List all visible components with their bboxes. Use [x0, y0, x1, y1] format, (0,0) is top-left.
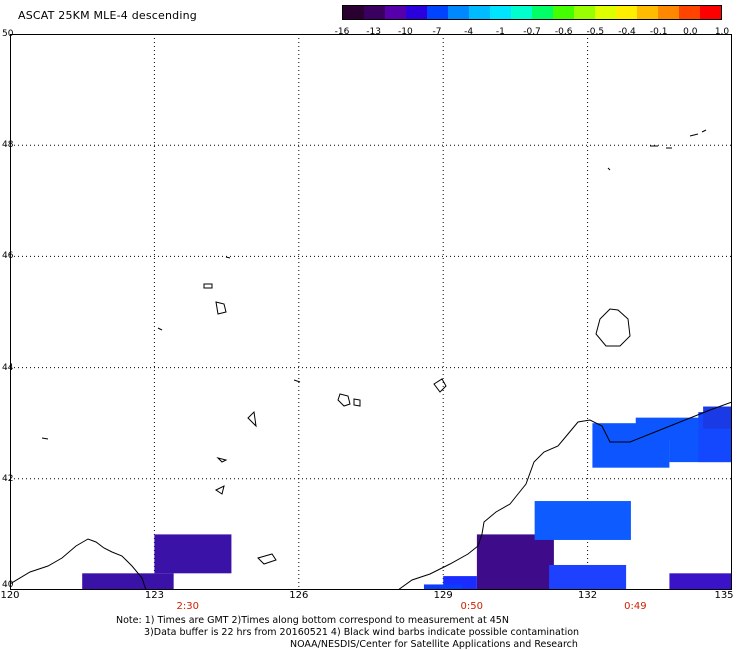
pass-time-label: 2:30	[176, 601, 199, 612]
colorbar-tick-label: -0.4	[618, 27, 636, 37]
colorbar-segment	[679, 6, 700, 19]
island-3	[353, 398, 361, 407]
colorbar	[342, 5, 722, 20]
latitude-label: 50	[2, 29, 14, 39]
map-frame	[10, 34, 732, 590]
coastline	[10, 129, 732, 590]
island-6	[203, 283, 213, 289]
colorbar-segment	[469, 6, 490, 19]
longitude-label: 135	[714, 590, 734, 601]
wind-cell	[423, 584, 463, 590]
island-16	[689, 133, 699, 137]
island-13	[41, 437, 49, 440]
island-5	[215, 301, 227, 315]
wind-data-cells	[82, 406, 732, 590]
island-9	[215, 485, 225, 495]
coastline-mainland	[10, 538, 147, 590]
colorbar-segment	[385, 6, 406, 19]
island-4	[433, 378, 447, 393]
colorbar-tick-label: -7	[432, 27, 442, 37]
colorbar-tick-label: -0.1	[649, 27, 668, 37]
wind-cell	[669, 573, 732, 590]
wind-cell	[154, 534, 232, 574]
colorbar-labels: -16 -13 -10 -7 -4 -1 -0.7 -0.6 -0.5 -0.4 -0.1 0.0 1.…	[330, 27, 730, 39]
pass-time-label: 0:49	[624, 601, 647, 612]
colorbar-segment	[427, 6, 448, 19]
colorbar-segment	[448, 6, 469, 19]
colorbar-segment	[574, 6, 595, 19]
colorbar-tick-label: 1.0	[714, 27, 730, 37]
colorbar-segment	[490, 6, 511, 19]
latitude-label: 42	[2, 473, 14, 484]
colorbar-segment	[616, 6, 637, 19]
colorbar-tick-label: 0.0	[683, 27, 698, 37]
footnote-line-3: NOAA/NESDIS/Center for Satellite Applica…	[290, 639, 578, 650]
longitude-label: 123	[144, 590, 164, 601]
map-canvas[interactable]	[10, 34, 732, 590]
wind-cell	[82, 573, 174, 590]
island-11	[293, 379, 301, 383]
longitude-label: 126	[289, 590, 309, 601]
island-17	[701, 129, 707, 133]
longitude-label: 132	[578, 590, 598, 601]
colorbar-segment	[343, 6, 364, 19]
colorbar-segment	[700, 6, 721, 19]
footnote-line-1: Note: 1) Times are GMT 2)Times along bot…	[116, 615, 509, 626]
longitude-label: 129	[433, 590, 453, 601]
colorbar-tick-label: -13	[366, 27, 382, 37]
wind-cell	[476, 534, 554, 590]
wind-cell	[534, 501, 631, 540]
latitude-label: 46	[2, 251, 14, 262]
colorbar-tick-label: -16	[334, 27, 350, 37]
island-12	[157, 327, 163, 331]
island-18	[607, 167, 611, 171]
island-19	[225, 256, 231, 259]
colorbar-tick-label: -0.5	[586, 27, 605, 37]
latitude-label: 44	[2, 362, 14, 373]
map-title: ASCAT 25KM MLE-4 descending	[18, 9, 197, 22]
colorbar-tick-label: -1	[495, 27, 505, 37]
island-10	[257, 553, 277, 565]
island-8	[216, 457, 228, 463]
footnote-line-2: 3)Data buffer is 22 hrs from 20160521 4)…	[144, 627, 580, 638]
pass-time-label: 0:50	[460, 601, 483, 612]
colorbar-tick-label: -4	[464, 27, 474, 37]
island-2	[337, 393, 351, 407]
colorbar-segment	[637, 6, 658, 19]
colorbar-segment	[511, 6, 532, 19]
graticule	[10, 34, 732, 590]
colorbar-segment	[532, 6, 553, 19]
longitude-label: 120	[0, 590, 20, 601]
colorbar-segment	[406, 6, 427, 19]
island-1	[595, 308, 631, 347]
island-7	[247, 410, 257, 428]
colorbar-segment	[658, 6, 679, 19]
colorbar-tick-label: -0.7	[523, 27, 541, 37]
latitude-label: 48	[2, 140, 14, 151]
colorbar-segment	[364, 6, 385, 19]
wind-cell	[703, 406, 732, 429]
colorbar-segment	[553, 6, 574, 19]
colorbar-segment	[595, 6, 616, 19]
wind-cell	[549, 564, 627, 590]
colorbar-tick-label: -0.6	[554, 27, 573, 37]
coastline-korea-east	[397, 401, 732, 590]
colorbar-tick-label: -10	[397, 27, 413, 37]
latitude-label: 40	[2, 580, 14, 590]
